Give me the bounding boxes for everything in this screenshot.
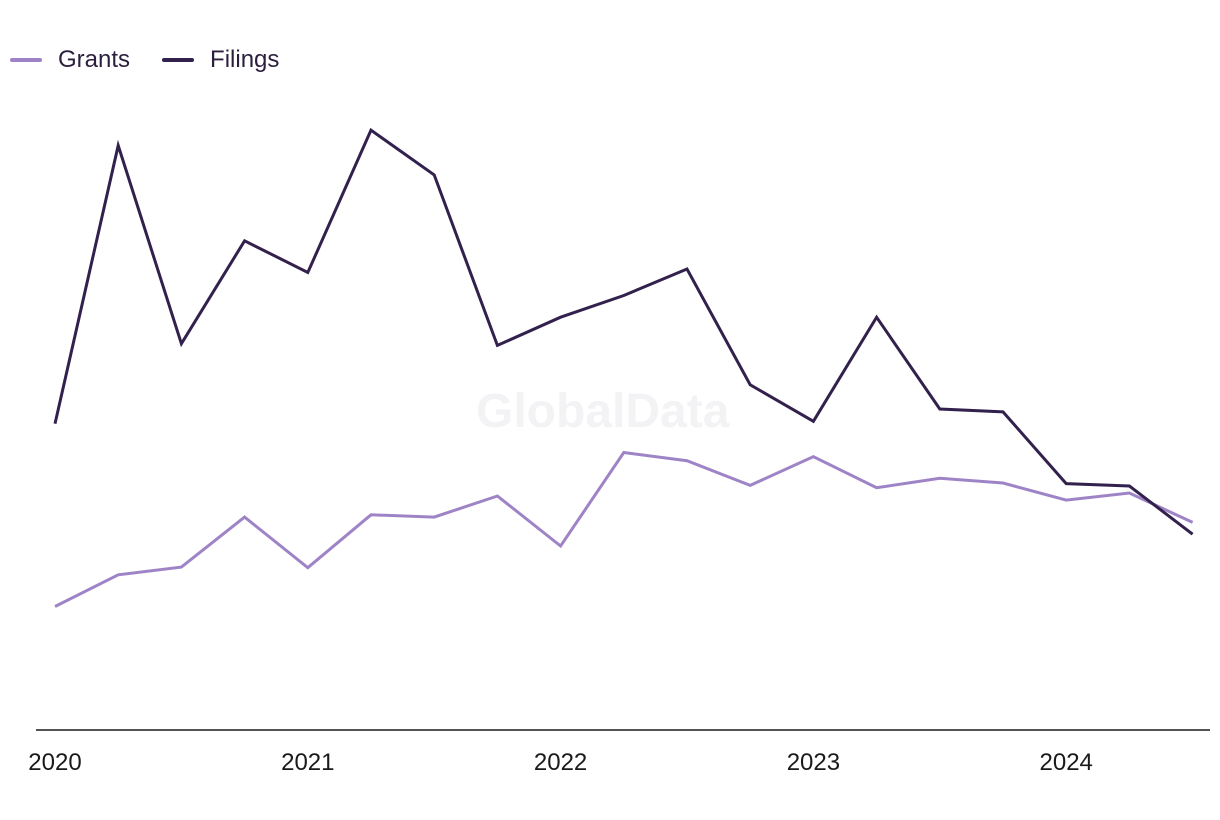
data-point-filings[interactable] <box>491 339 503 351</box>
data-point-filings[interactable] <box>1123 480 1135 492</box>
chart-legend: Grants Filings <box>10 46 311 74</box>
data-point-filings[interactable] <box>1060 478 1072 490</box>
data-point-filings[interactable] <box>681 263 693 275</box>
data-point-grants[interactable] <box>871 482 883 494</box>
legend-swatch-filings <box>162 58 195 62</box>
data-point-grants[interactable] <box>1187 516 1199 528</box>
data-point-grants[interactable] <box>239 511 251 523</box>
data-point-filings[interactable] <box>175 338 187 350</box>
data-point-filings[interactable] <box>555 311 567 323</box>
series-layer <box>49 124 1199 613</box>
data-point-filings[interactable] <box>871 311 883 323</box>
data-point-filings[interactable] <box>428 169 440 181</box>
data-point-filings[interactable] <box>1187 528 1199 540</box>
series-line-filings <box>53 127 1194 536</box>
data-point-grants[interactable] <box>618 446 630 458</box>
data-point-grants[interactable] <box>1060 494 1072 506</box>
watermark-logo: GlobalData <box>476 385 730 438</box>
data-point-grants[interactable] <box>681 455 693 467</box>
data-point-grants[interactable] <box>428 511 440 523</box>
data-point-filings[interactable] <box>365 124 377 136</box>
data-point-grants[interactable] <box>49 601 61 613</box>
data-point-grants[interactable] <box>112 569 124 581</box>
x-tick-labels: 2020 2021 2022 2023 2024 <box>28 749 1093 776</box>
data-point-grants[interactable] <box>365 509 377 521</box>
data-point-grants[interactable] <box>997 477 1009 489</box>
data-point-grants[interactable] <box>302 562 314 574</box>
x-tick-label: 2024 <box>1040 749 1093 776</box>
data-point-filings[interactable] <box>934 403 946 415</box>
data-point-filings[interactable] <box>618 289 630 301</box>
x-tick-label: 2021 <box>281 749 334 776</box>
legend-label-filings: Filings <box>210 46 280 73</box>
data-point-grants[interactable] <box>934 472 946 484</box>
data-point-grants[interactable] <box>175 561 187 573</box>
data-point-filings[interactable] <box>239 235 251 247</box>
legend-swatch-grants <box>10 58 42 62</box>
data-point-grants[interactable] <box>807 451 819 463</box>
data-point-grants[interactable] <box>555 540 567 552</box>
x-tick-label: 2022 <box>534 749 587 776</box>
legend-label-grants: Grants <box>58 46 131 73</box>
legend-item-filings[interactable]: Filings <box>162 46 279 74</box>
legend-item-grants[interactable]: Grants <box>10 46 130 74</box>
data-point-filings[interactable] <box>49 418 61 430</box>
x-tick-label: 2020 <box>28 749 81 776</box>
series-line-grants <box>54 450 1194 608</box>
data-point-filings[interactable] <box>302 267 314 279</box>
x-tick-label: 2023 <box>787 749 840 776</box>
data-point-grants[interactable] <box>744 479 756 491</box>
data-point-filings[interactable] <box>997 406 1009 418</box>
data-point-filings[interactable] <box>807 415 819 427</box>
data-point-grants[interactable] <box>491 490 503 502</box>
data-point-filings[interactable] <box>112 140 124 152</box>
data-point-filings[interactable] <box>744 379 756 391</box>
